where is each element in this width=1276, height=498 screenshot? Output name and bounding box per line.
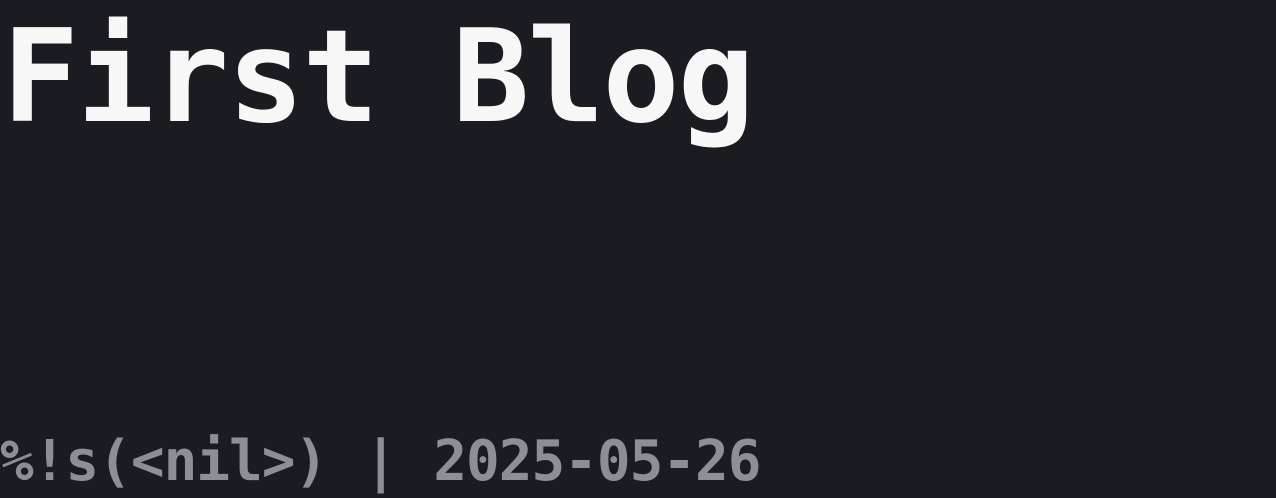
post-date: 2025-05-26 bbox=[433, 429, 761, 494]
post-author: %!s(<nil>) bbox=[0, 429, 328, 494]
post-meta: %!s(<nil>) | 2025-05-26 bbox=[0, 426, 761, 498]
meta-separator: | bbox=[363, 429, 398, 494]
post-title: First Blog bbox=[2, 3, 755, 152]
